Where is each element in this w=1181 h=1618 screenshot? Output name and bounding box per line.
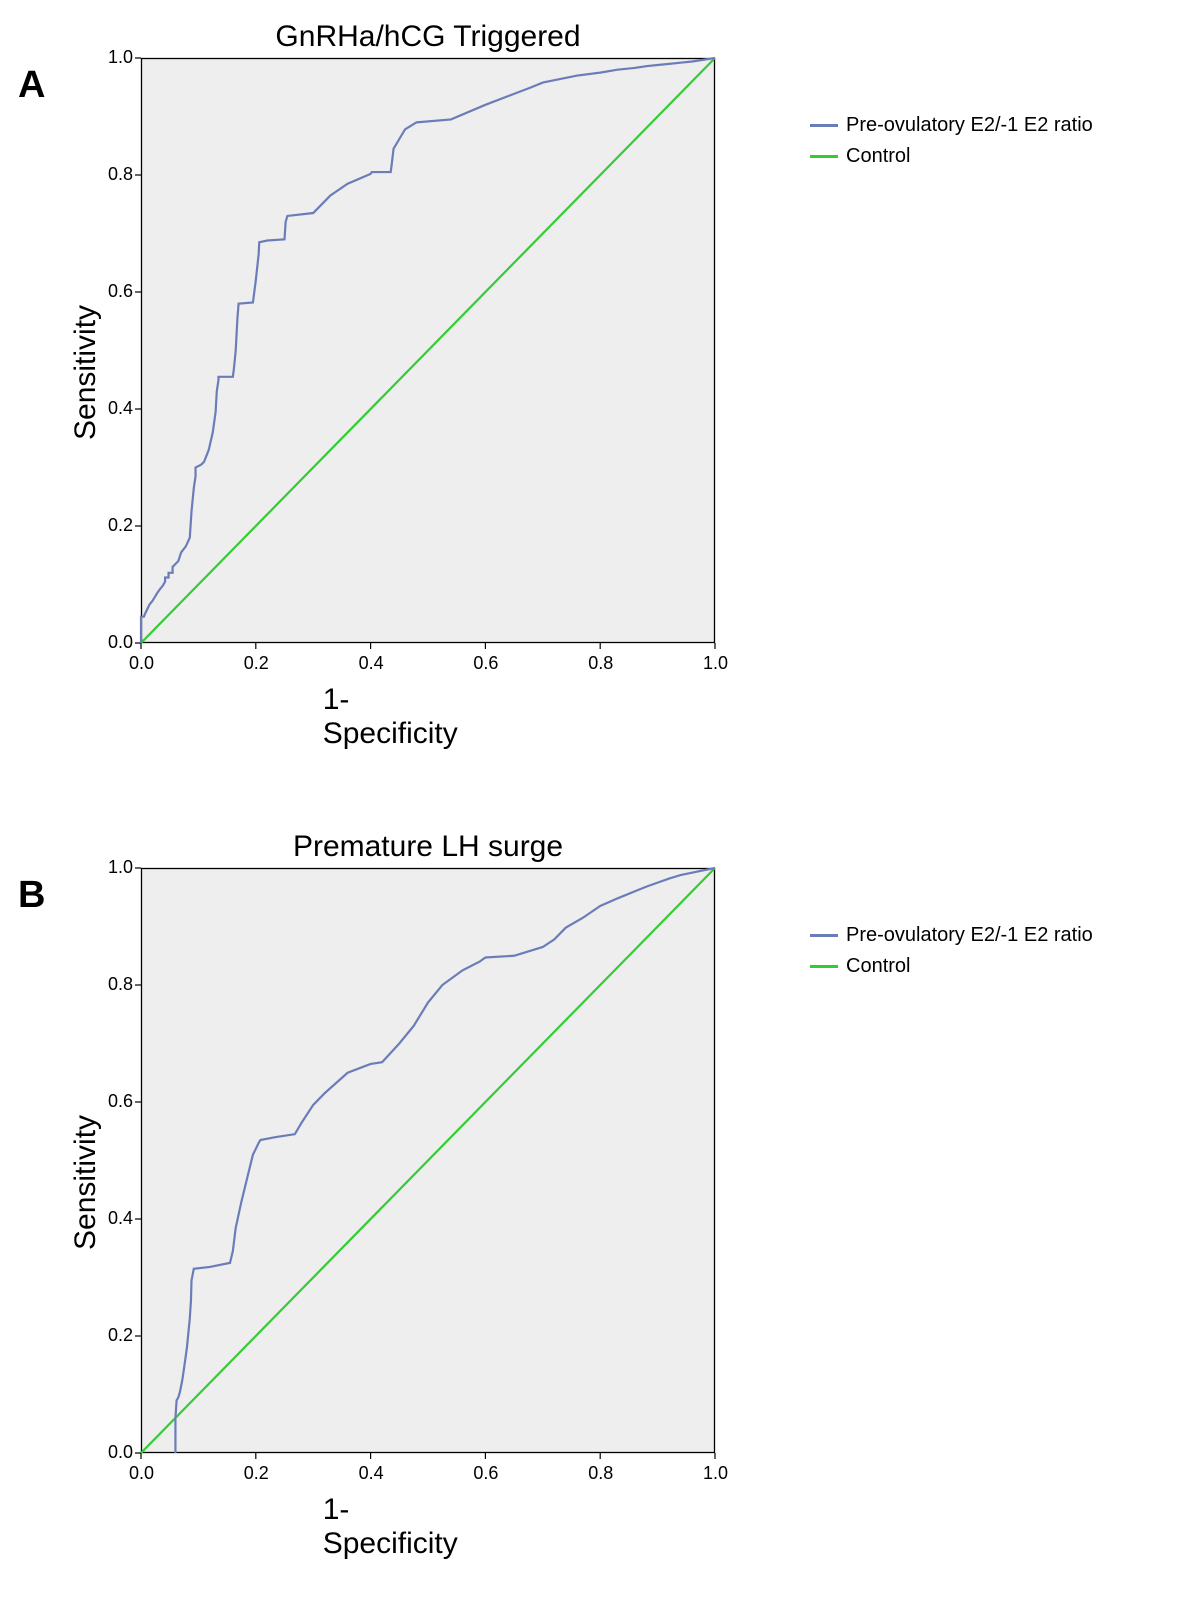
legend-label: Control xyxy=(846,145,910,168)
panel-a-title: GnRHa/hCG Triggered xyxy=(141,20,715,54)
panel-a-ylabel: Sensitivity xyxy=(69,305,103,440)
legend-item: Pre-ovulatory E2/-1 E2 ratio xyxy=(810,114,1093,137)
x-tick-label: 0.2 xyxy=(244,653,269,674)
panel-a-chart xyxy=(141,58,717,645)
x-tick-label: 0.6 xyxy=(473,653,498,674)
x-tick-label: 0.0 xyxy=(129,653,154,674)
y-tick-label: 1.0 xyxy=(101,47,133,68)
legend-swatch xyxy=(810,934,838,937)
y-tick-label: 0.0 xyxy=(101,632,133,653)
x-tick-label: 0.2 xyxy=(244,1463,269,1484)
panel-a-xlabel: 1-Specificity xyxy=(323,683,458,751)
panel-b-chart xyxy=(141,868,717,1455)
legend-swatch xyxy=(810,965,838,968)
x-tick-label: 0.4 xyxy=(359,1463,384,1484)
y-tick-label: 0.6 xyxy=(101,281,133,302)
y-tick-label: 0.4 xyxy=(101,1208,133,1229)
x-tick-label: 1.0 xyxy=(703,1463,728,1484)
legend-label: Pre-ovulatory E2/-1 E2 ratio xyxy=(846,924,1093,947)
legend-swatch xyxy=(810,124,838,127)
x-tick-label: 1.0 xyxy=(703,653,728,674)
y-tick-label: 0.4 xyxy=(101,398,133,419)
y-tick-label: 0.6 xyxy=(101,1091,133,1112)
panel-b-label: B xyxy=(18,874,45,917)
y-tick-label: 0.2 xyxy=(101,515,133,536)
legend-label: Pre-ovulatory E2/-1 E2 ratio xyxy=(846,114,1093,137)
panel-b-title: Premature LH surge xyxy=(141,830,715,864)
panel-b-ylabel: Sensitivity xyxy=(69,1115,103,1250)
y-tick-label: 0.2 xyxy=(101,1325,133,1346)
legend-item: Control xyxy=(810,145,1093,168)
y-tick-label: 0.8 xyxy=(101,164,133,185)
legend-item: Pre-ovulatory E2/-1 E2 ratio xyxy=(810,924,1093,947)
x-tick-label: 0.8 xyxy=(588,1463,613,1484)
panel-a-label: A xyxy=(18,64,45,107)
y-tick-label: 0.0 xyxy=(101,1442,133,1463)
x-tick-label: 0.0 xyxy=(129,1463,154,1484)
legend-label: Control xyxy=(846,955,910,978)
figure-root: A GnRHa/hCG Triggered Sensitivity 1-Spec… xyxy=(0,0,1181,1618)
x-tick-label: 0.4 xyxy=(359,653,384,674)
x-tick-label: 0.6 xyxy=(473,1463,498,1484)
x-tick-label: 0.8 xyxy=(588,653,613,674)
panel-b-xlabel: 1-Specificity xyxy=(323,1493,458,1561)
legend-item: Control xyxy=(810,955,1093,978)
panel-b-legend: Pre-ovulatory E2/-1 E2 ratio Control xyxy=(810,924,1093,986)
y-tick-label: 0.8 xyxy=(101,974,133,995)
y-tick-label: 1.0 xyxy=(101,857,133,878)
panel-a-legend: Pre-ovulatory E2/-1 E2 ratio Control xyxy=(810,114,1093,176)
legend-swatch xyxy=(810,155,838,158)
